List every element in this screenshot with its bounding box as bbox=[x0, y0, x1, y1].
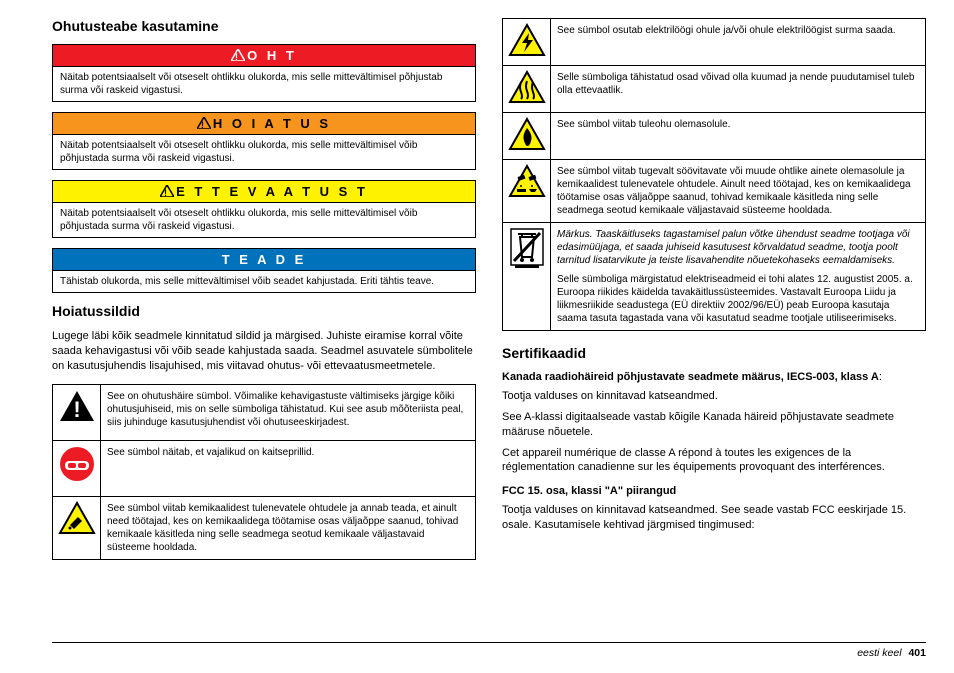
hazard-header: !H O I A T U S bbox=[53, 113, 475, 135]
heading-safety-info: Ohutusteabe kasutamine bbox=[52, 18, 476, 34]
symbol-text: See on ohutushäire sümbol. Võimalike keh… bbox=[101, 384, 476, 440]
hazard-body: Näitab potentsiaalselt või otseselt ohtl… bbox=[53, 135, 475, 169]
left-column: Ohutusteabe kasutamine !O H TNäitab pote… bbox=[52, 18, 476, 560]
symbol-text: See sümbol näitab, et vajalikud on kaits… bbox=[101, 440, 476, 496]
symbol-text: See sümbol viitab tugevalt söövitavate v… bbox=[551, 160, 926, 223]
hazard-body: Näitab potentsiaalselt või otseselt ohtl… bbox=[53, 203, 475, 237]
symbol-icon-goggles bbox=[53, 440, 101, 496]
hazard-body: Näitab potentsiaalselt või otseselt ohtl… bbox=[53, 67, 475, 101]
symbol-text: See sümbol osutab elektrilöögi ohule ja/… bbox=[551, 19, 926, 66]
symbol-row: See sümbol viitab kemikaalidest tuleneva… bbox=[53, 496, 476, 559]
symbol-row: See sümbol viitab tugevalt söövitavate v… bbox=[503, 160, 926, 223]
hazard-header: !E T T E V A A T U S T bbox=[53, 181, 475, 203]
hazard-box: !E T T E V A A T U S TNäitab potentsiaal… bbox=[52, 180, 476, 238]
svg-text:!: ! bbox=[73, 397, 80, 422]
symbol-icon-hot bbox=[503, 66, 551, 113]
symbol-text: See sümbol viitab tuleohu olemasolule. bbox=[551, 113, 926, 160]
svg-text:!: ! bbox=[201, 120, 207, 129]
symbol-icon-corrosive bbox=[503, 160, 551, 223]
right-column: See sümbol osutab elektrilöögi ohule ja/… bbox=[502, 18, 926, 560]
symbol-text: See sümbol viitab kemikaalidest tuleneva… bbox=[101, 496, 476, 559]
symbol-row: ! See on ohutushäire sümbol. Võimalike ke… bbox=[53, 384, 476, 440]
symbol-icon-alert: ! bbox=[53, 384, 101, 440]
symbol-table-left: ! See on ohutushäire sümbol. Võimalike ke… bbox=[52, 384, 476, 560]
cert-canada-title: Kanada raadiohäireid põhjustavate seadme… bbox=[502, 371, 926, 383]
svg-text:!: ! bbox=[164, 188, 170, 197]
hazard-box: !H O I A T U SNäitab potentsiaalselt või… bbox=[52, 112, 476, 170]
warning-labels-intro: Lugege läbi kõik seadmele kinnitatud sil… bbox=[52, 329, 476, 374]
footer-page-number: 401 bbox=[908, 647, 926, 659]
symbol-icon-shock bbox=[503, 19, 551, 66]
symbol-icon-weee bbox=[503, 223, 551, 331]
hazard-header: !O H T bbox=[53, 45, 475, 67]
heading-certifications: Sertifikaadid bbox=[502, 345, 926, 361]
symbol-text: Märkus. Taaskäitluseks tagastamisel palu… bbox=[551, 223, 926, 331]
symbol-text: Selle sümboliga tähistatud osad võivad o… bbox=[551, 66, 926, 113]
hazard-box: T E A D ETähistab olukorda, mis selle mi… bbox=[52, 248, 476, 293]
symbol-row: See sümbol näitab, et vajalikud on kaits… bbox=[53, 440, 476, 496]
symbol-table-right: See sümbol osutab elektrilöögi ohule ja/… bbox=[502, 18, 926, 331]
footer-language: eesti keel bbox=[857, 647, 901, 659]
symbol-row: See sümbol osutab elektrilöögi ohule ja/… bbox=[503, 19, 926, 66]
symbol-icon-fire bbox=[503, 113, 551, 160]
cert-fcc-p1: Tootja valduses on kinnitavad katseandme… bbox=[502, 503, 926, 533]
cert-fcc-title: FCC 15. osa, klassi "A" piirangud bbox=[502, 485, 926, 497]
svg-text:!: ! bbox=[235, 52, 241, 61]
symbol-icon-chem bbox=[53, 496, 101, 559]
symbol-row: Selle sümboliga tähistatud osad võivad o… bbox=[503, 66, 926, 113]
page-footer: eesti keel 401 bbox=[52, 642, 926, 659]
cert-canada-p1: Tootja valduses on kinnitavad katseandme… bbox=[502, 389, 926, 404]
hazard-body: Tähistab olukorda, mis selle mittevältim… bbox=[53, 271, 475, 292]
cert-canada-p3: Cet appareil numérique de classe A répon… bbox=[502, 446, 926, 476]
heading-warning-labels: Hoiatussildid bbox=[52, 303, 476, 319]
hazard-box: !O H TNäitab potentsiaalselt või otsesel… bbox=[52, 44, 476, 102]
symbol-row: See sümbol viitab tuleohu olemasolule. bbox=[503, 113, 926, 160]
symbol-row: Märkus. Taaskäitluseks tagastamisel palu… bbox=[503, 223, 926, 331]
cert-canada-p2: See A-klassi digitaalseade vastab kõigil… bbox=[502, 410, 926, 440]
hazard-header: T E A D E bbox=[53, 249, 475, 271]
